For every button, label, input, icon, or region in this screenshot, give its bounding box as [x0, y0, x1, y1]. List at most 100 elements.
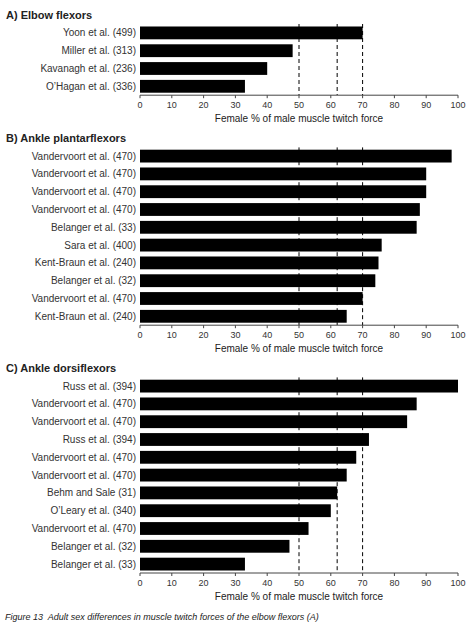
- x-tick: [267, 325, 268, 328]
- bar: [140, 451, 356, 464]
- bar: [140, 62, 267, 75]
- category-label: Vandervoort et al. (470): [32, 452, 136, 463]
- category-label: Vandervoort et al. (470): [32, 204, 136, 215]
- category-label: Sara et al. (400): [64, 240, 136, 251]
- x-tick: [330, 95, 331, 98]
- x-tick-label: 30: [230, 100, 240, 110]
- bar: [140, 150, 452, 163]
- x-tick-label: 90: [421, 578, 431, 588]
- x-tick: [458, 325, 459, 328]
- category-label: Vandervoort et al. (470): [32, 186, 136, 197]
- bar: [140, 221, 417, 234]
- plot-area: [140, 377, 458, 573]
- x-tick: [235, 95, 236, 98]
- x-tick: [458, 573, 459, 576]
- category-label: Vandervoort et al. (470): [32, 151, 136, 162]
- x-tick-label: 60: [326, 100, 336, 110]
- bar: [140, 310, 347, 323]
- x-tick: [426, 573, 427, 576]
- bar: [140, 26, 363, 39]
- bar: [140, 504, 331, 517]
- x-tick: [426, 325, 427, 328]
- x-tick-label: 80: [389, 578, 399, 588]
- category-label: Vandervoort et al. (470): [32, 523, 136, 534]
- bar: [140, 540, 289, 553]
- reference-line: [362, 147, 363, 325]
- x-tick: [330, 573, 331, 576]
- x-tick: [140, 95, 141, 98]
- x-tick-label: 50: [294, 100, 304, 110]
- category-label: O’Leary et al. (340): [50, 505, 136, 516]
- panel: C) Ankle dorsiflexors Russ et al. (394) Va…: [6, 362, 466, 602]
- x-axis-label: Female % of male muscle twitch force: [215, 343, 384, 354]
- x-tick-label: 30: [230, 578, 240, 588]
- category-label: Belanger et al. (33): [51, 222, 136, 233]
- category-label: Russ et al. (394): [63, 381, 136, 392]
- reference-line: [337, 24, 338, 95]
- plot-area: [140, 24, 363, 95]
- panel: B) Ankle plantarflexors Vandervoort et al…: [6, 132, 466, 354]
- bar: [140, 486, 337, 499]
- x-tick: [171, 95, 172, 98]
- x-tick: [394, 573, 395, 576]
- x-tick: [203, 95, 204, 98]
- bar: [140, 274, 375, 287]
- x-tick-label: 100: [450, 578, 465, 588]
- category-label: Vandervoort et al. (470): [32, 293, 136, 304]
- x-tick-label: 40: [262, 100, 272, 110]
- x-tick-label: 20: [199, 578, 209, 588]
- x-tick: [171, 573, 172, 576]
- x-tick: [203, 573, 204, 576]
- x-tick-label: 100: [450, 100, 465, 110]
- category-label: Kavanagh et al. (236): [40, 63, 136, 74]
- reference-line: [299, 377, 300, 573]
- x-axis-label: Female % of male muscle twitch force: [215, 113, 384, 124]
- bar: [140, 80, 245, 93]
- x-tick-label: 60: [326, 578, 336, 588]
- reference-line: [299, 147, 300, 325]
- x-tick: [140, 325, 141, 328]
- plot-area: [140, 147, 452, 325]
- x-tick-label: 20: [199, 100, 209, 110]
- bar: [140, 256, 379, 269]
- category-label: Vandervoort et al. (470): [32, 168, 136, 179]
- category-label: Behm and Sale (31): [47, 487, 136, 498]
- x-tick-label: 70: [358, 100, 368, 110]
- panel: A) Elbow flexorsYoon et al. (499)Miller …: [6, 9, 466, 124]
- bar: [140, 558, 245, 571]
- x-tick-label: 50: [294, 578, 304, 588]
- x-tick-label: 0: [137, 100, 142, 110]
- reference-line: [337, 377, 338, 573]
- category-label: Kent-Braun et al. (240): [35, 311, 136, 322]
- x-tick: [299, 573, 300, 576]
- panel-title: C) Ankle dorsiflexors: [6, 362, 116, 374]
- x-tick: [140, 573, 141, 576]
- bar: [140, 469, 347, 482]
- x-tick-label: 80: [389, 330, 399, 340]
- reference-line: [299, 24, 300, 95]
- category-label: Belanger et al. (32): [51, 275, 136, 286]
- x-tick-label: 80: [389, 100, 399, 110]
- bar: [140, 433, 369, 446]
- x-tick-label: 10: [167, 330, 177, 340]
- x-tick: [267, 573, 268, 576]
- x-tick-label: 90: [421, 330, 431, 340]
- category-label: Belanger et al. (32): [51, 541, 136, 552]
- x-tick-label: 40: [262, 330, 272, 340]
- bar: [140, 522, 309, 535]
- x-tick: [235, 325, 236, 328]
- x-tick: [394, 325, 395, 328]
- panel-title: B) Ankle plantarflexors: [6, 132, 126, 144]
- reference-line: [362, 377, 363, 573]
- chart: A) Elbow flexorsYoon et al. (499)Miller …: [0, 0, 474, 625]
- bar: [140, 203, 420, 216]
- x-tick-label: 10: [167, 100, 177, 110]
- x-tick-label: 40: [262, 578, 272, 588]
- x-tick: [171, 325, 172, 328]
- x-tick-label: 0: [137, 330, 142, 340]
- x-tick-label: 30: [230, 330, 240, 340]
- x-tick: [362, 95, 363, 98]
- category-label: Kent-Braun et al. (240): [35, 257, 136, 268]
- x-tick-label: 10: [167, 578, 177, 588]
- bar: [140, 415, 407, 428]
